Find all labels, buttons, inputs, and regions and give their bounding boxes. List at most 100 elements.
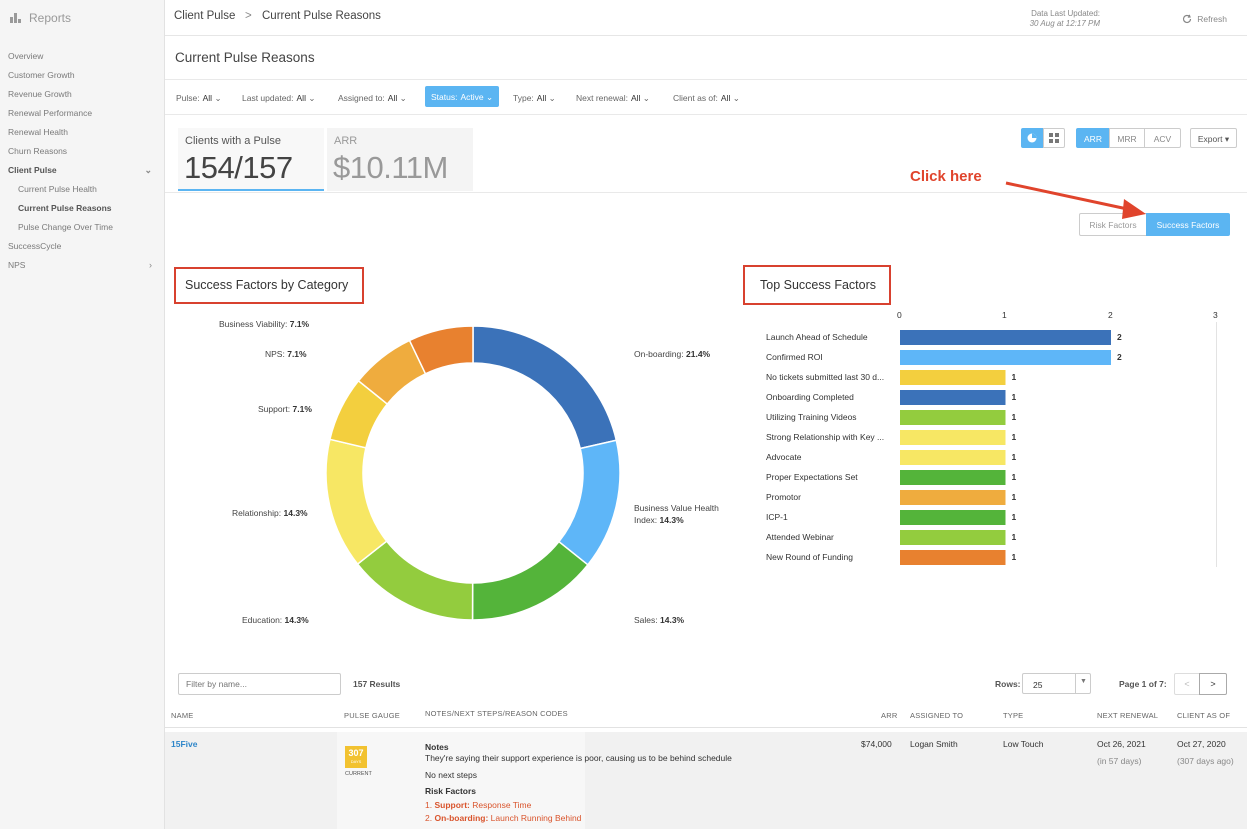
bar-3[interactable]	[900, 390, 1006, 405]
donut-slice-4[interactable]	[325, 438, 388, 566]
next-page-button[interactable]: >	[1199, 673, 1227, 695]
caret-down-icon: ▾	[1224, 134, 1230, 144]
reports-brand[interactable]: Reports	[10, 11, 71, 25]
pie-view-button[interactable]	[1021, 128, 1043, 148]
bar-10[interactable]	[900, 530, 1006, 545]
bar-7[interactable]	[900, 470, 1006, 485]
filter-label: Next renewal:	[576, 93, 628, 103]
prev-page-button[interactable]: <	[1174, 673, 1200, 695]
grid-view-button[interactable]	[1043, 128, 1065, 148]
filter-pulse[interactable]: Pulse: All ⌄	[176, 93, 222, 104]
table-row[interactable]	[165, 732, 1247, 829]
filter-by-name-input[interactable]	[178, 673, 341, 695]
column-header-notes[interactable]: NOTES/NEXT STEPS/REASON CODES	[425, 709, 568, 718]
bar-1[interactable]	[900, 350, 1111, 365]
filter-next-renewal[interactable]: Next renewal: All ⌄	[576, 93, 650, 104]
column-header-type[interactable]: TYPE	[1003, 711, 1024, 720]
donut-slice-0[interactable]	[472, 325, 618, 450]
bar-category-label: Launch Ahead of Schedule	[766, 332, 868, 342]
filter-status[interactable]: Status: Active ⌄	[425, 86, 500, 107]
bar-0[interactable]	[900, 330, 1111, 345]
sidebar-item-label: Customer Growth	[8, 70, 75, 80]
column-header-name[interactable]: NAME	[171, 711, 194, 720]
filter-value: All	[536, 93, 547, 103]
kpi-arr[interactable]: ARR $10.11M	[327, 128, 473, 191]
donut-slice-3[interactable]	[356, 540, 474, 621]
filter-type[interactable]: Type: All ⌄	[513, 93, 556, 104]
sidebar-item-successcycle[interactable]: SuccessCycle	[8, 241, 61, 251]
bar-4[interactable]	[900, 410, 1006, 425]
bar-category-label: New Round of Funding	[766, 552, 853, 562]
bar-category-label: No tickets submitted last 30 d...	[766, 372, 885, 382]
x-tick-label: 0	[897, 310, 902, 320]
filter-label: Client as of:	[673, 93, 718, 103]
filter-last-updated[interactable]: Last updated: All ⌄	[242, 93, 315, 104]
breadcrumb-root[interactable]: Client Pulse	[174, 10, 236, 22]
gauge-status: CURRENT	[345, 771, 372, 777]
divider	[165, 192, 1247, 193]
bar-9[interactable]	[900, 510, 1006, 525]
bar-2[interactable]	[900, 370, 1006, 385]
filter-client-as-of[interactable]: Client as of: All ⌄	[673, 93, 740, 104]
donut-slice-1[interactable]	[557, 439, 621, 566]
header: Client Pulse > Current Pulse Reasons Dat…	[165, 0, 1247, 36]
filter-label: Assigned to:	[338, 93, 385, 103]
sidebar-item-revenue-growth[interactable]: Revenue Growth	[8, 89, 72, 99]
sidebar-item-nps[interactable]: NPS ›	[8, 260, 158, 270]
refresh-button[interactable]: Refresh	[1182, 14, 1227, 24]
bar-category-label: ICP-1	[766, 512, 788, 522]
donut-label-sales: Sales: 14.3%	[634, 615, 685, 625]
export-button[interactable]: Export ▾	[1190, 128, 1237, 148]
sidebar-item-overview[interactable]: Overview	[8, 51, 43, 61]
sidebar-item-label: Client Pulse	[8, 165, 57, 175]
filter-assigned-to[interactable]: Assigned to: All ⌄	[338, 93, 407, 104]
sidebar-item-customer-growth[interactable]: Customer Growth	[8, 70, 75, 80]
metric-mrr-button[interactable]: MRR	[1109, 128, 1145, 148]
sidebar-item-client-pulse[interactable]: Client Pulse ⌄	[8, 165, 158, 175]
metric-acv-button[interactable]: ACV	[1144, 128, 1181, 148]
next-steps-text: No next steps	[425, 770, 477, 780]
sidebar-item-current-pulse-health[interactable]: Current Pulse Health	[18, 184, 97, 194]
next-renewal-sub: (in 57 days)	[1097, 756, 1142, 766]
client-name-link[interactable]: 15Five	[171, 739, 198, 749]
sidebar-item-pulse-change-over-time[interactable]: Pulse Change Over Time	[18, 222, 113, 232]
divider	[165, 727, 1247, 728]
metric-arr-button[interactable]: ARR	[1076, 128, 1110, 148]
bar-value-label: 1	[1011, 552, 1017, 562]
sidebar-item-label: Current Pulse Health	[18, 184, 97, 194]
pulse-gauge-badge[interactable]: 307 DAYS	[345, 746, 367, 768]
page-indicator: Page 1 of 7:	[1119, 679, 1167, 689]
sidebar-item-renewal-performance[interactable]: Renewal Performance	[8, 108, 92, 118]
grid-icon	[1049, 133, 1059, 143]
filter-value: Active	[460, 92, 484, 102]
sidebar-item-label: Churn Reasons	[8, 146, 68, 156]
donut-slice-7[interactable]	[408, 325, 474, 375]
column-header-assigned-to[interactable]: ASSIGNED TO	[910, 711, 964, 720]
column-header-next-renewal[interactable]: NEXT RENEWAL	[1097, 711, 1159, 720]
column-header-client-as-of[interactable]: CLIENT AS OF	[1177, 711, 1231, 720]
sidebar-item-renewal-health[interactable]: Renewal Health	[8, 127, 68, 137]
donut-label-relationship: Relationship: 14.3%	[232, 508, 308, 518]
kpi-clients-with-pulse[interactable]: Clients with a Pulse 154/157	[178, 128, 324, 191]
sidebar-item-label: Current Pulse Reasons	[18, 203, 112, 213]
donut-slice-2[interactable]	[471, 540, 589, 621]
notes-heading: Notes	[425, 742, 449, 752]
donut-label-nps: NPS: 7.1%	[265, 349, 307, 359]
success-factors-tab[interactable]: Success Factors	[1146, 213, 1230, 236]
bar-8[interactable]	[900, 490, 1006, 505]
bar-5[interactable]	[900, 430, 1006, 445]
sidebar-item-label: Pulse Change Over Time	[18, 222, 113, 232]
notes-text: They're saying their support experience …	[425, 753, 732, 763]
sidebar: Reports Overview Customer Growth Revenue…	[0, 0, 165, 829]
rows-select[interactable]: 25 ▼	[1022, 673, 1091, 694]
bar-6[interactable]	[900, 450, 1006, 465]
bar-11[interactable]	[900, 550, 1006, 565]
kpi-value: $10.11M	[333, 150, 448, 185]
column-header-pulse-gauge[interactable]: PULSE GAUGE	[344, 711, 400, 720]
sidebar-item-churn-reasons[interactable]: Churn Reasons	[8, 146, 67, 156]
filter-label: Status:	[431, 92, 458, 102]
column-header-arr[interactable]: ARR	[881, 711, 898, 720]
sidebar-item-current-pulse-reasons[interactable]: Current Pulse Reasons	[18, 203, 112, 213]
chevron-down-icon: ⌄	[214, 93, 222, 103]
top-success-factors-bars	[900, 322, 1217, 567]
